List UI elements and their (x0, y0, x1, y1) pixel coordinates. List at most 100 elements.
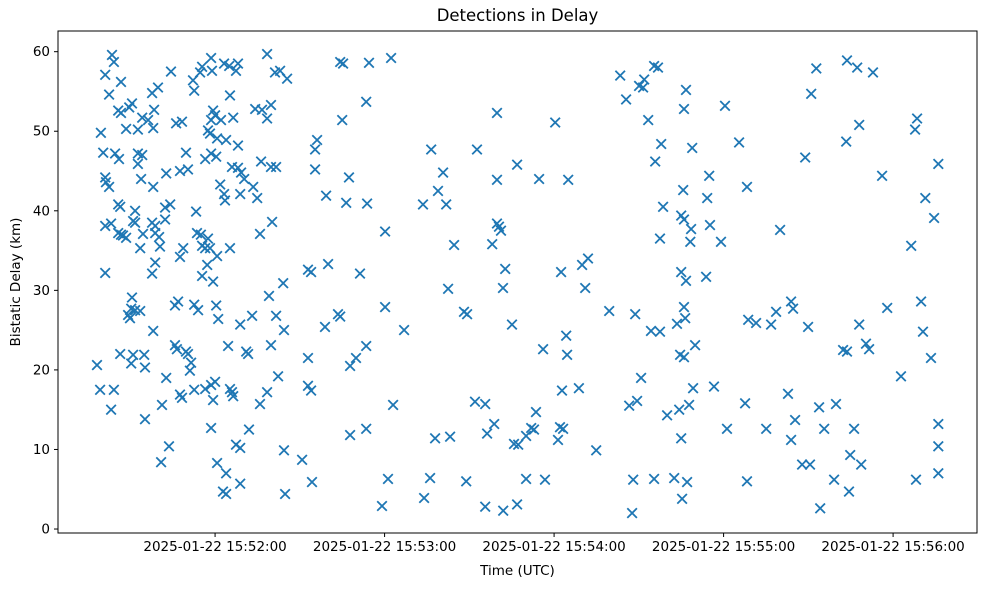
detection-marker (100, 176, 112, 188)
detection-marker (721, 423, 733, 435)
detection-marker (382, 473, 394, 485)
detection-marker (785, 434, 797, 446)
detection-marker (528, 424, 540, 436)
detection-marker (251, 192, 263, 204)
detection-marker (733, 136, 745, 148)
detection-marker (163, 440, 175, 452)
detection-marker (182, 163, 194, 175)
detection-marker (109, 148, 121, 159)
detection-marker (155, 456, 167, 468)
detection-marker (135, 173, 147, 185)
detection-marker (296, 454, 308, 466)
detection-marker (557, 423, 569, 435)
detection-marker (750, 317, 762, 329)
detection-marker (444, 431, 456, 443)
detection-marker (678, 214, 690, 225)
y-axis-tick-label: 60 (33, 44, 50, 60)
detection-marker (649, 156, 661, 167)
detection-marker (573, 382, 585, 394)
detection-marker (343, 171, 355, 183)
detection-marker (830, 398, 842, 410)
detection-marker (108, 56, 120, 68)
detection-marker (319, 321, 331, 333)
detection-marker (232, 162, 244, 174)
detection-marker (105, 404, 117, 416)
detection-marker (136, 149, 148, 161)
x-axis-tick-label: 2025-01-22 15:54:00 (482, 539, 625, 555)
detection-marker (224, 242, 236, 254)
detection-marker (562, 174, 574, 186)
detection-marker (848, 423, 860, 435)
x-axis-tick-label: 2025-01-22 15:52:00 (143, 539, 286, 555)
detection-marker (911, 113, 923, 124)
detection-marker (844, 449, 856, 461)
detection-marker (265, 339, 277, 351)
detection-marker (256, 104, 268, 116)
detection-marker (263, 290, 275, 302)
detection-marker (223, 60, 235, 72)
detection-marker (425, 144, 437, 155)
detection-marker (238, 173, 250, 185)
detection-marker (147, 181, 159, 193)
detection-marker (176, 392, 188, 404)
detection-marker (205, 114, 217, 126)
detection-marker (511, 498, 523, 510)
detection-marker (99, 267, 111, 279)
detection-marker (278, 324, 290, 336)
detection-marker (840, 136, 852, 148)
detection-marker (99, 220, 111, 232)
detection-marker (123, 101, 135, 113)
detection-marker (120, 123, 132, 135)
detection-marker (125, 358, 137, 369)
x-axis-label: Time (UTC) (480, 563, 555, 579)
detection-marker (305, 385, 317, 397)
detection-marker (226, 386, 238, 398)
detection-marker (701, 192, 713, 204)
detection-marker (511, 159, 523, 171)
detection-marker (497, 505, 509, 517)
detection-marker (440, 198, 452, 210)
detection-marker (176, 116, 188, 128)
detection-marker (266, 216, 278, 228)
detection-marker (495, 225, 507, 237)
detection-marker (537, 343, 549, 355)
detection-marker (686, 142, 698, 154)
detection-marker (429, 432, 441, 444)
detection-marker (195, 229, 207, 241)
detection-marker (188, 299, 200, 311)
detection-marker (334, 311, 346, 323)
detection-marker (637, 82, 649, 93)
detection-marker (843, 486, 855, 498)
y-axis-tick-label: 10 (33, 442, 50, 458)
detection-marker (499, 263, 511, 275)
detection-marker (785, 296, 797, 307)
detection-marker (309, 144, 321, 155)
detection-marker (860, 338, 872, 350)
detection-marker (201, 259, 213, 271)
detection-marker (703, 170, 715, 182)
detection-marker (497, 282, 509, 294)
detection-marker (159, 202, 171, 214)
detection-marker (853, 119, 865, 131)
detection-marker (460, 475, 472, 487)
detection-marker (687, 382, 699, 394)
detection-marker (190, 206, 202, 218)
detection-marker (302, 380, 314, 392)
detection-marker (306, 476, 318, 488)
detection-marker (491, 107, 503, 119)
detection-marker (802, 321, 814, 333)
x-axis-tick-label: 2025-01-22 15:55:00 (652, 539, 795, 555)
detection-marker (97, 147, 109, 159)
detection-marker (642, 114, 654, 126)
detection-marker (471, 144, 483, 155)
detection-marker (344, 429, 356, 441)
detection-marker (361, 198, 373, 210)
detection-marker (340, 197, 352, 209)
detection-marker (196, 270, 208, 282)
detection-marker (154, 241, 166, 253)
detection-marker (654, 326, 666, 338)
detection-marker (232, 58, 244, 70)
detection-marker (142, 114, 154, 126)
detection-marker (243, 424, 255, 436)
detection-marker (147, 122, 159, 134)
